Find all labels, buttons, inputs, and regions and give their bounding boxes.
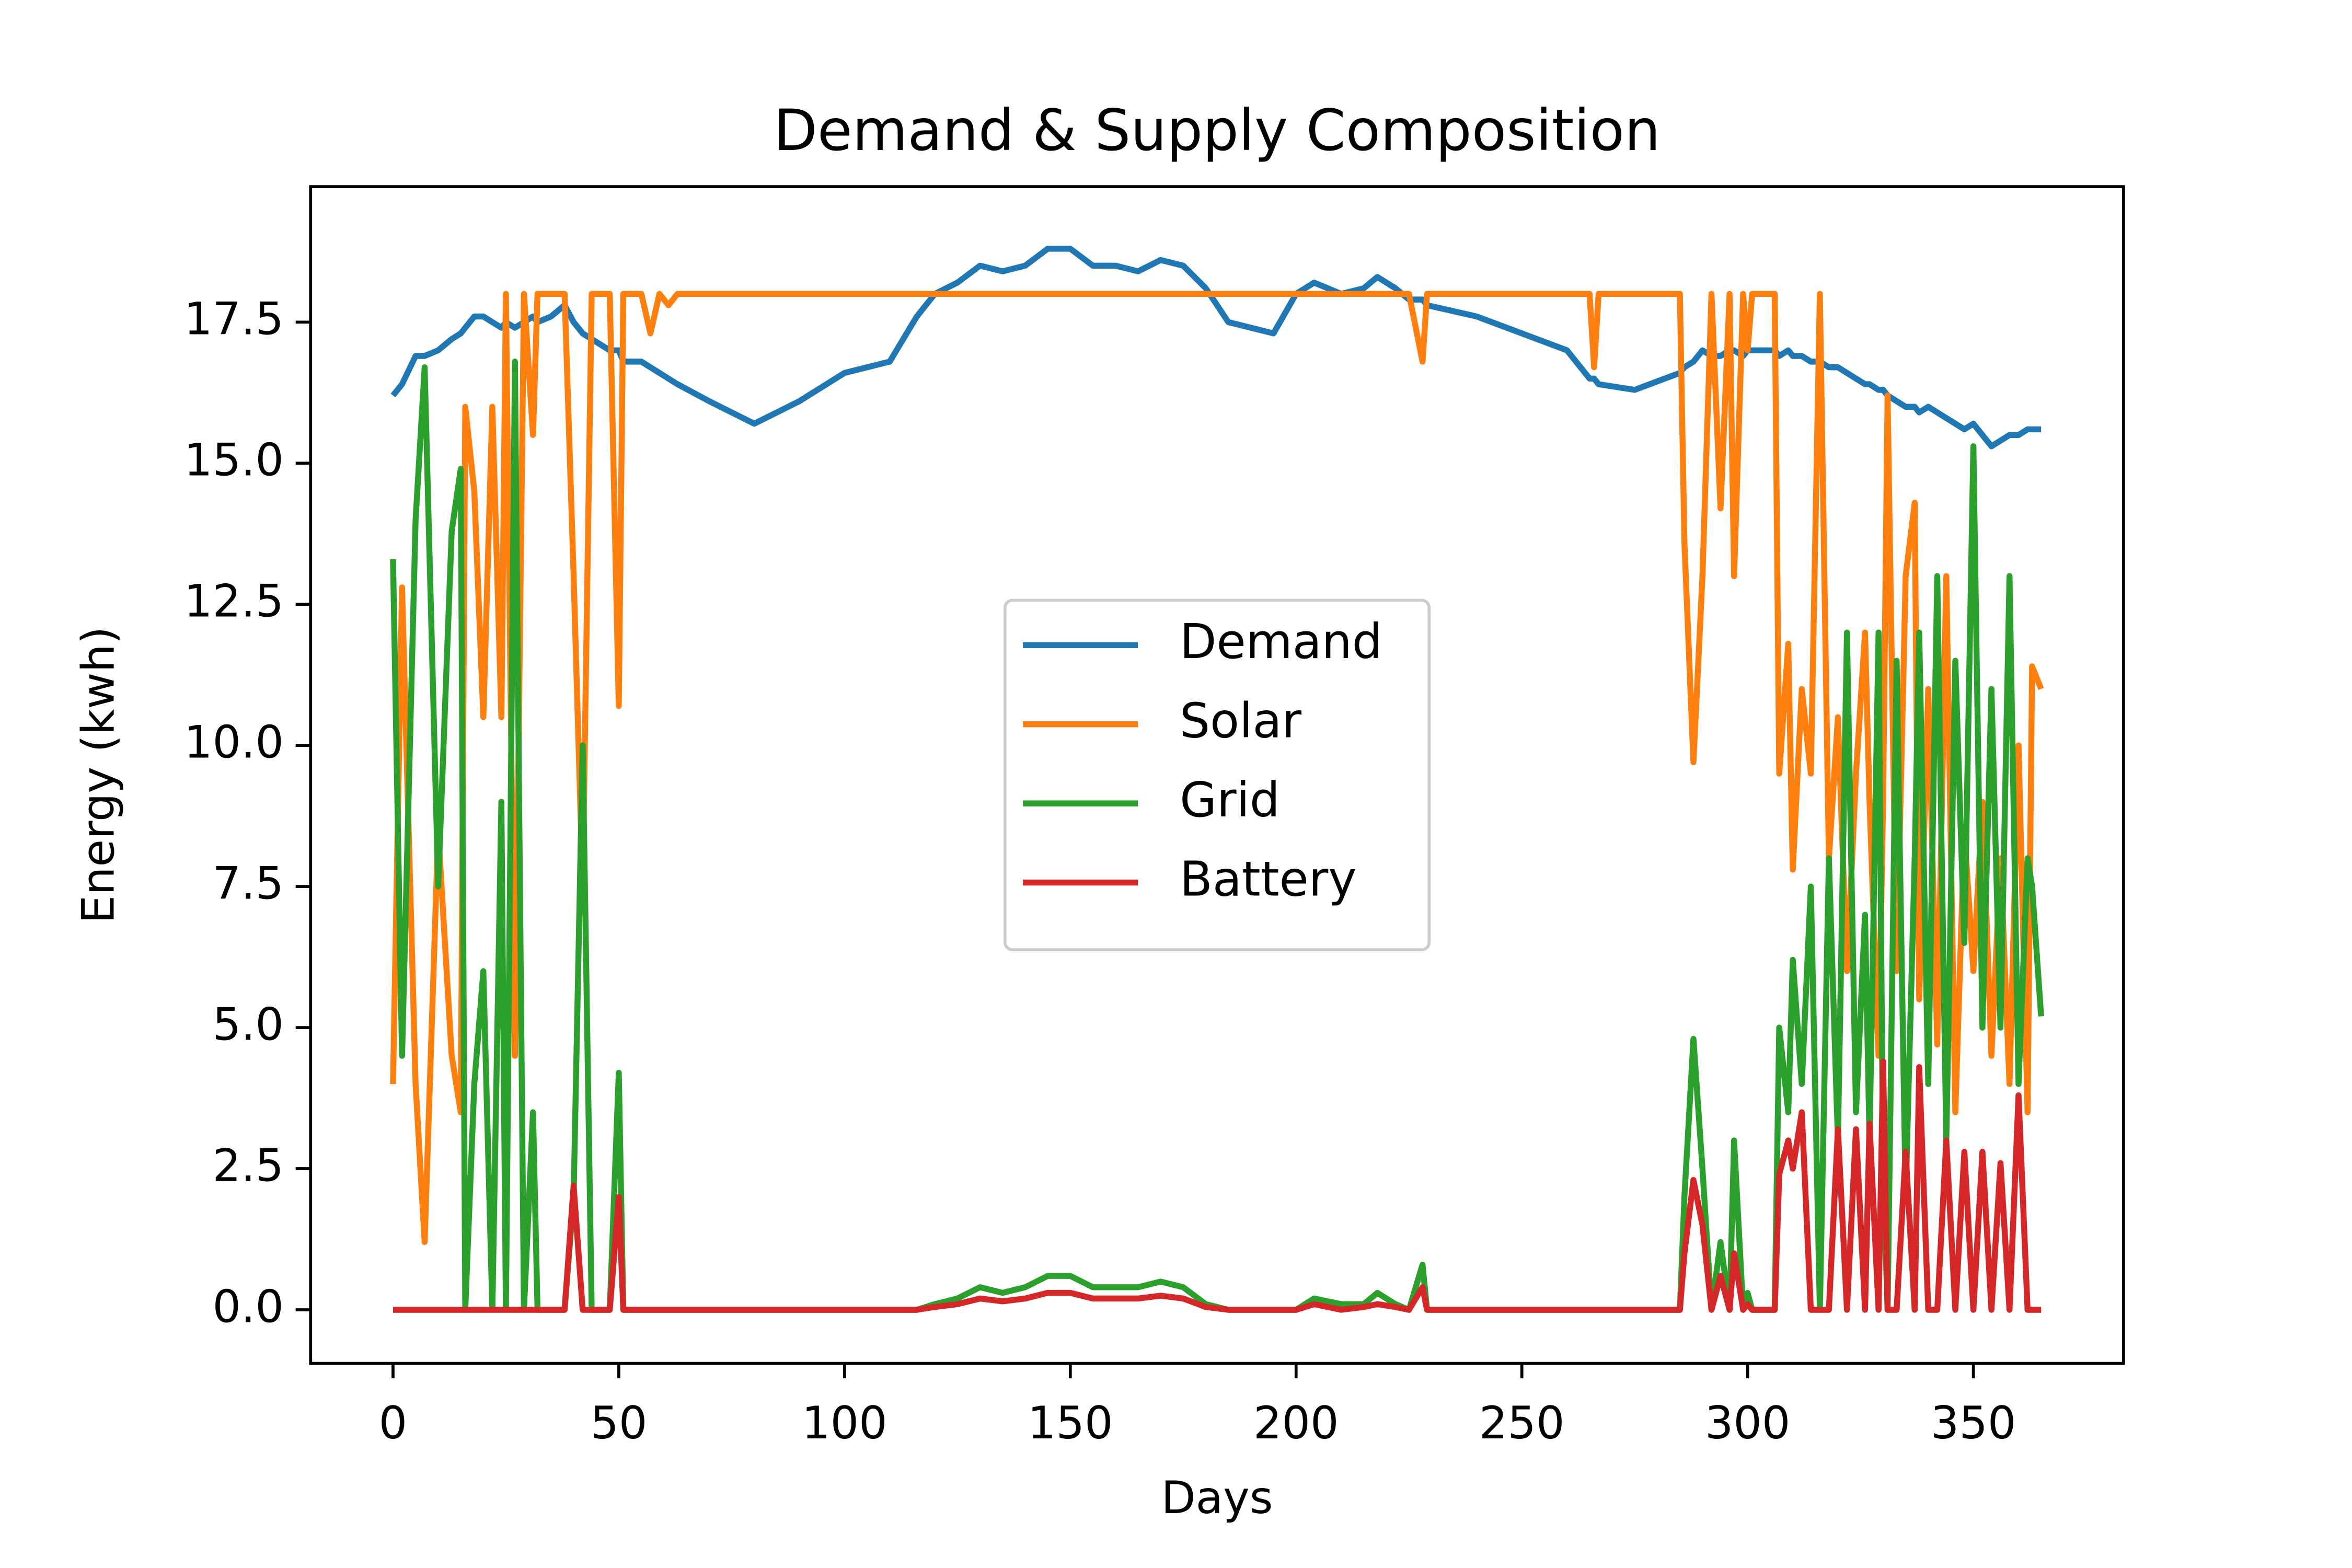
- y-tick-label: 5.0: [213, 999, 284, 1051]
- x-tick-label: 100: [802, 1397, 887, 1449]
- x-tick-label: 350: [1931, 1397, 2016, 1449]
- legend-label: Demand: [1180, 614, 1382, 670]
- series-line: [393, 1058, 2042, 1313]
- y-axis-label: Energy (kwh): [73, 627, 125, 924]
- series-line: [390, 291, 2044, 1246]
- x-tick-label: 150: [1028, 1397, 1113, 1449]
- y-tick-label: 15.0: [184, 434, 284, 487]
- legend-label: Grid: [1180, 772, 1280, 828]
- x-tick-label: 200: [1253, 1397, 1339, 1449]
- y-tick-label: 10.0: [184, 717, 284, 769]
- y-tick-label: 17.5: [184, 293, 284, 345]
- legend-box: [1004, 598, 1431, 951]
- series-line: [390, 246, 2042, 449]
- chart-title: Demand & Supply Composition: [774, 97, 1661, 164]
- x-axis-label: Days: [1161, 1472, 1273, 1524]
- x-tick-label: 50: [590, 1397, 647, 1449]
- x-tick-label: 300: [1705, 1397, 1791, 1449]
- y-tick-label: 0.0: [213, 1281, 284, 1333]
- plot-frame: [309, 185, 2125, 1365]
- legend-label: Solar: [1180, 693, 1301, 749]
- y-tick-label: 2.5: [213, 1139, 284, 1192]
- y-tick-label: 12.5: [184, 575, 284, 628]
- x-tick-label: 250: [1479, 1397, 1565, 1449]
- x-tick-label: 0: [379, 1397, 408, 1449]
- y-tick-label: 7.5: [213, 858, 284, 910]
- legend-label: Battery: [1180, 851, 1356, 907]
- legend: Demand Solar Grid Battery: [1004, 598, 1431, 951]
